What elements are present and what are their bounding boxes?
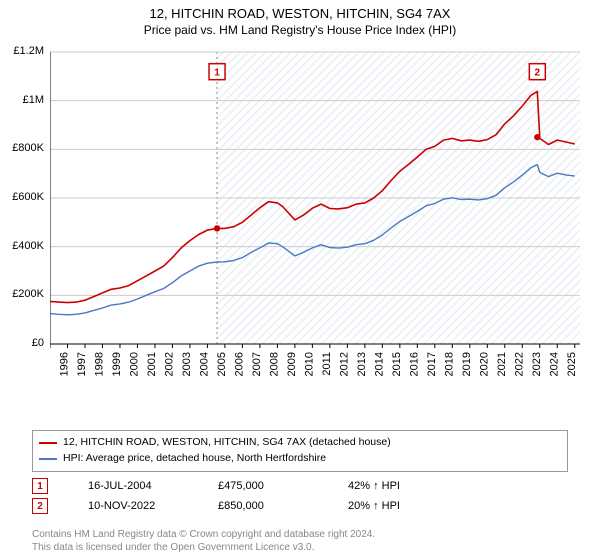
- chart-title: 12, HITCHIN ROAD, WESTON, HITCHIN, SG4 7…: [0, 0, 600, 23]
- pricepaid-date: 16-JUL-2004: [88, 480, 178, 492]
- x-tick-label: 2024: [548, 352, 560, 376]
- x-tick-label: 2014: [373, 352, 385, 376]
- x-tick-label: 2023: [531, 352, 543, 376]
- x-tick-label: 2021: [496, 352, 508, 376]
- pricepaid-marker: 2: [32, 498, 48, 514]
- pricepaid-price: £475,000: [218, 480, 308, 492]
- legend-row: 12, HITCHIN ROAD, WESTON, HITCHIN, SG4 7…: [39, 435, 561, 451]
- pricepaid-date: 10-NOV-2022: [88, 500, 178, 512]
- pricepaid-marker: 1: [32, 478, 48, 494]
- footnote: Contains HM Land Registry data © Crown c…: [32, 529, 375, 554]
- x-tick-label: 2008: [268, 352, 280, 376]
- pricepaid-vs-hpi: 20% ↑ HPI: [348, 500, 458, 512]
- y-tick-label: £400K: [12, 240, 44, 252]
- x-tick-label: 2009: [286, 352, 298, 376]
- x-tick-label: 2017: [426, 352, 438, 376]
- x-tick-label: 1998: [93, 352, 105, 376]
- legend-label: HPI: Average price, detached house, Nort…: [63, 451, 326, 467]
- x-tick-label: 1997: [76, 352, 88, 376]
- y-tick-label: £200K: [12, 288, 44, 300]
- legend-swatch: [39, 442, 57, 444]
- marker-label-1: 1: [214, 68, 220, 79]
- x-tick-label: 2002: [163, 352, 175, 376]
- line-chart: 1995 1996 1997 1998 1999 2000 2001 2002 2003 2004…: [50, 46, 580, 386]
- x-tick-label: 2001: [146, 352, 158, 376]
- legend: 12, HITCHIN ROAD, WESTON, HITCHIN, SG4 7…: [32, 430, 568, 472]
- x-tick-label: 2006: [233, 352, 245, 376]
- footnote-line1: Contains HM Land Registry data © Crown c…: [32, 529, 375, 542]
- x-tick-label: 2000: [128, 352, 140, 376]
- x-tick-label: 1996: [58, 352, 70, 376]
- x-tick-label: 2018: [443, 352, 455, 376]
- pricepaid-row: 1 16-JUL-2004 £475,000 42% ↑ HPI: [32, 478, 568, 494]
- x-tick-label: 2025: [566, 352, 578, 376]
- chart-subtitle: Price paid vs. HM Land Registry's House …: [0, 23, 600, 41]
- x-tick-label: 2005: [216, 352, 228, 376]
- y-tick-label: £800K: [12, 142, 44, 154]
- pricepaid-vs-hpi: 42% ↑ HPI: [348, 480, 458, 492]
- x-tick-label: 2022: [513, 352, 525, 376]
- marker-dot-2: [534, 134, 540, 140]
- y-tick-label: £0: [32, 337, 44, 349]
- x-tick-label: 2019: [461, 352, 473, 376]
- pricepaid-row: 2 10-NOV-2022 £850,000 20% ↑ HPI: [32, 498, 568, 514]
- footnote-line2: This data is licensed under the Open Gov…: [32, 542, 375, 555]
- x-tick-label: 2016: [408, 352, 420, 376]
- x-tick-label: 2007: [251, 352, 263, 376]
- pricepaid-table: 1 16-JUL-2004 £475,000 42% ↑ HPI 2 10-NOV-202…: [32, 474, 568, 514]
- pricepaid-price: £850,000: [218, 500, 308, 512]
- y-tick-label: £1M: [23, 94, 44, 106]
- x-tick-label: 1995: [50, 352, 53, 376]
- marker-dot-1: [214, 225, 220, 231]
- legend-row: HPI: Average price, detached house, Nort…: [39, 451, 561, 467]
- x-tick-label: 2003: [181, 352, 193, 376]
- chart-area: 1995 1996 1997 1998 1999 2000 2001 2002 2003 2004…: [50, 46, 580, 386]
- x-tick-label: 2010: [303, 352, 315, 376]
- legend-label: 12, HITCHIN ROAD, WESTON, HITCHIN, SG4 7…: [63, 435, 391, 451]
- y-tick-label: £600K: [12, 191, 44, 203]
- marker-label-2: 2: [535, 68, 541, 79]
- x-tick-label: 2013: [356, 352, 368, 376]
- x-tick-label: 2004: [198, 352, 210, 376]
- y-tick-label: £1.2M: [13, 45, 44, 57]
- x-tick-label: 2020: [478, 352, 490, 376]
- x-tick-label: 2011: [321, 352, 333, 376]
- x-tick-label: 2015: [391, 352, 403, 376]
- x-tick-label: 1999: [111, 352, 123, 376]
- legend-swatch: [39, 458, 57, 460]
- x-tick-label: 2012: [338, 352, 350, 376]
